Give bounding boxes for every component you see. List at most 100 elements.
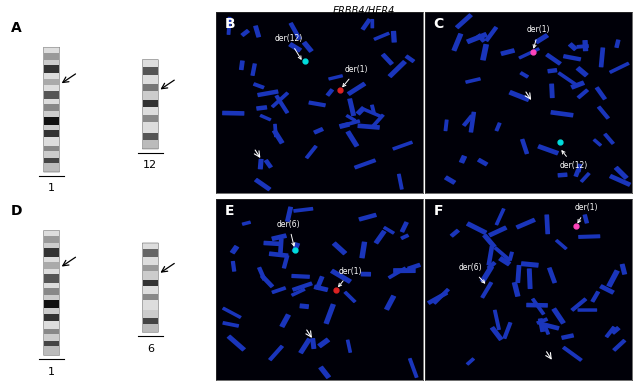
Bar (142, 249, 158, 257)
FancyBboxPatch shape (318, 366, 331, 379)
FancyBboxPatch shape (462, 114, 473, 127)
FancyBboxPatch shape (468, 112, 476, 133)
Text: A: A (10, 21, 21, 35)
Bar (44, 48, 60, 53)
FancyBboxPatch shape (268, 345, 284, 361)
FancyBboxPatch shape (361, 272, 371, 277)
Bar (142, 266, 158, 271)
FancyBboxPatch shape (222, 307, 242, 319)
FancyBboxPatch shape (285, 206, 293, 222)
FancyBboxPatch shape (346, 130, 360, 147)
Bar (142, 122, 158, 133)
Text: 1: 1 (48, 367, 55, 377)
FancyBboxPatch shape (465, 77, 481, 84)
FancyBboxPatch shape (313, 285, 329, 292)
FancyBboxPatch shape (391, 31, 397, 43)
FancyBboxPatch shape (570, 298, 587, 312)
FancyBboxPatch shape (614, 39, 620, 48)
FancyBboxPatch shape (599, 47, 605, 67)
FancyBboxPatch shape (256, 105, 267, 111)
FancyBboxPatch shape (551, 307, 566, 324)
FancyBboxPatch shape (603, 133, 615, 145)
FancyBboxPatch shape (257, 89, 279, 97)
FancyBboxPatch shape (358, 213, 377, 222)
FancyBboxPatch shape (253, 25, 261, 38)
FancyBboxPatch shape (609, 62, 630, 74)
FancyBboxPatch shape (407, 263, 421, 271)
FancyBboxPatch shape (358, 124, 380, 130)
FancyBboxPatch shape (241, 29, 250, 37)
Text: 12: 12 (143, 160, 158, 170)
Bar (44, 329, 60, 334)
FancyBboxPatch shape (222, 111, 244, 116)
FancyBboxPatch shape (558, 71, 579, 87)
FancyBboxPatch shape (484, 26, 498, 42)
FancyBboxPatch shape (222, 321, 239, 328)
Text: der(1): der(1) (575, 204, 598, 223)
FancyBboxPatch shape (534, 33, 549, 44)
Text: F: F (434, 204, 443, 218)
Bar (44, 117, 60, 125)
FancyBboxPatch shape (476, 33, 486, 43)
FancyBboxPatch shape (577, 89, 589, 99)
FancyBboxPatch shape (545, 53, 562, 66)
FancyBboxPatch shape (606, 269, 620, 287)
Text: der(1): der(1) (342, 65, 368, 87)
Bar (44, 269, 60, 274)
FancyBboxPatch shape (558, 172, 568, 177)
FancyBboxPatch shape (555, 239, 568, 250)
FancyBboxPatch shape (520, 71, 529, 78)
FancyBboxPatch shape (582, 40, 588, 51)
FancyBboxPatch shape (521, 261, 539, 268)
FancyBboxPatch shape (536, 317, 548, 325)
Bar (142, 91, 158, 100)
Bar (142, 133, 158, 140)
FancyBboxPatch shape (562, 346, 583, 362)
FancyBboxPatch shape (289, 22, 302, 40)
FancyBboxPatch shape (260, 274, 274, 288)
FancyBboxPatch shape (282, 255, 289, 269)
FancyBboxPatch shape (397, 174, 404, 190)
FancyBboxPatch shape (494, 208, 506, 225)
Bar (44, 90, 60, 99)
Bar (44, 85, 60, 90)
Bar (44, 112, 60, 117)
FancyBboxPatch shape (305, 145, 318, 159)
Text: C: C (434, 17, 444, 31)
FancyBboxPatch shape (381, 53, 394, 66)
FancyBboxPatch shape (254, 178, 272, 191)
FancyBboxPatch shape (370, 113, 385, 129)
FancyBboxPatch shape (612, 339, 627, 352)
Text: B: B (225, 17, 235, 31)
Bar (142, 115, 158, 122)
FancyBboxPatch shape (404, 55, 415, 63)
FancyBboxPatch shape (611, 326, 620, 335)
FancyBboxPatch shape (455, 13, 473, 29)
FancyBboxPatch shape (298, 338, 311, 354)
Bar (44, 341, 60, 346)
Bar (44, 274, 60, 283)
Bar (142, 100, 158, 106)
FancyBboxPatch shape (370, 19, 374, 28)
Bar (44, 346, 60, 355)
FancyBboxPatch shape (512, 282, 520, 297)
FancyBboxPatch shape (493, 310, 501, 330)
FancyBboxPatch shape (508, 252, 514, 261)
FancyBboxPatch shape (370, 105, 376, 114)
FancyBboxPatch shape (260, 114, 272, 121)
Bar (44, 130, 60, 137)
FancyBboxPatch shape (518, 47, 540, 59)
Text: der(1): der(1) (339, 267, 362, 287)
FancyBboxPatch shape (480, 282, 493, 299)
FancyBboxPatch shape (347, 82, 367, 96)
FancyBboxPatch shape (230, 245, 239, 254)
FancyBboxPatch shape (384, 295, 396, 311)
FancyBboxPatch shape (515, 218, 536, 229)
FancyBboxPatch shape (451, 33, 463, 51)
FancyBboxPatch shape (432, 288, 450, 305)
FancyBboxPatch shape (487, 261, 496, 270)
FancyBboxPatch shape (227, 335, 246, 351)
FancyBboxPatch shape (520, 138, 529, 154)
FancyBboxPatch shape (577, 44, 589, 49)
FancyBboxPatch shape (330, 269, 352, 284)
